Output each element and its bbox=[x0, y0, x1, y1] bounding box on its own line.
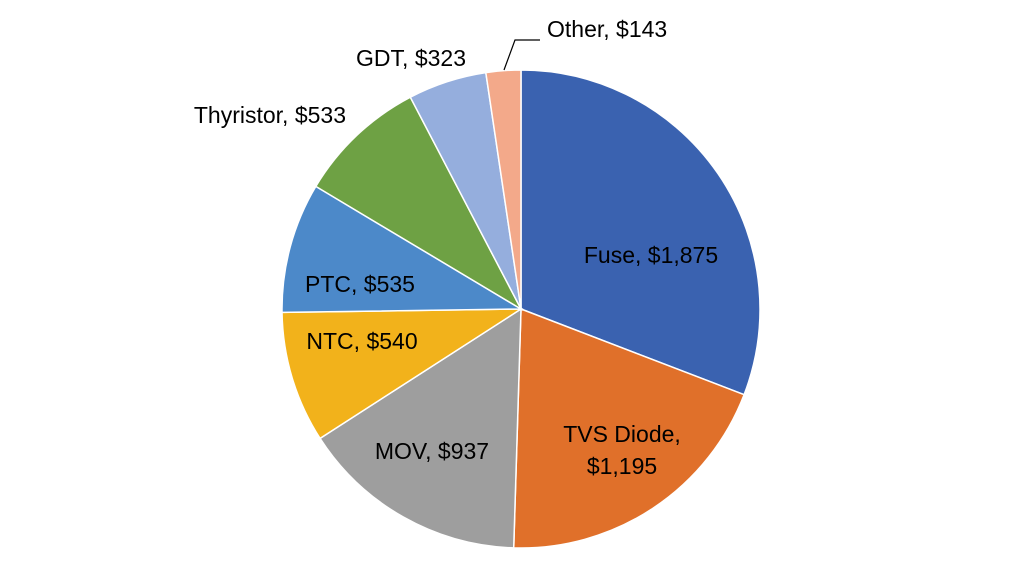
slice-label-ntc: NTC, $540 bbox=[306, 328, 417, 354]
slice-label-ptc: PTC, $535 bbox=[305, 271, 415, 297]
slice-label-mov: MOV, $937 bbox=[375, 438, 489, 464]
pie-slice-thyristor bbox=[314, 96, 523, 312]
pie-slice-ntc bbox=[281, 308, 524, 440]
slice-label-tvs-diode: TVS Diode, $1,195 bbox=[563, 421, 681, 479]
leader-lines bbox=[503, 39, 540, 71]
pie-slice-ptc bbox=[281, 185, 524, 314]
slice-labels: Fuse, $1,875 TVS Diode, $1,195 MOV, $937 NTC… bbox=[194, 16, 718, 479]
slice-label-thyristor: Thyristor, $533 bbox=[194, 102, 346, 128]
slice-label-gdt: GDT, $323 bbox=[356, 45, 466, 71]
pie-slice-mov bbox=[319, 307, 522, 549]
leader-line-other bbox=[503, 39, 540, 71]
slice-label-other: Other, $143 bbox=[547, 16, 667, 42]
slice-label-fuse: Fuse, $1,875 bbox=[584, 242, 718, 268]
pie-slice-fuse bbox=[520, 69, 761, 396]
pie-slice-other bbox=[484, 69, 522, 310]
pie-slice-tvs-diode bbox=[512, 307, 746, 549]
pie-slices bbox=[281, 69, 761, 549]
